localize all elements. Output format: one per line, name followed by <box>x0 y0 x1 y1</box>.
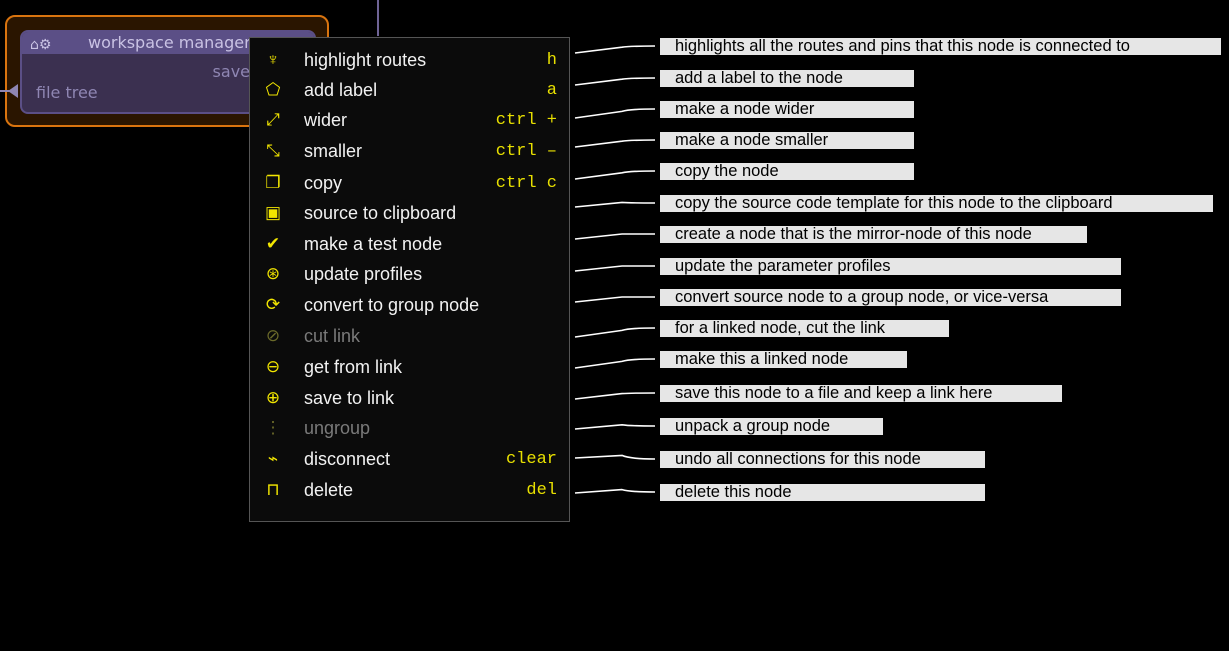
menu-item-shortcut: ctrl + <box>495 110 557 130</box>
menu-item-smaller[interactable]: ⤡ smaller ctrl – <box>250 136 569 166</box>
annotation-line <box>574 392 656 400</box>
annotation-line <box>574 358 656 369</box>
annotation-line <box>574 45 656 54</box>
menu-item-highlight-routes[interactable]: ♆ highlight routes h <box>250 45 569 75</box>
sync-icon: ⟳ <box>265 295 281 314</box>
menu-item-shortcut: h <box>546 50 557 70</box>
menu-item-update-profiles[interactable]: ⊛ update profiles <box>250 259 569 289</box>
menu-item-label: add label <box>304 79 378 100</box>
menu-item-label: update profiles <box>304 263 423 284</box>
annotation-note: undo all connections for this node <box>660 451 985 468</box>
input-pin-file-tree[interactable]: file tree <box>36 83 98 102</box>
clipboard-icon: ▣ <box>264 203 282 222</box>
menu-item-disconnect[interactable]: ⌁ disconnect clear <box>250 444 569 474</box>
annotation-note: update the parameter profiles <box>660 258 1121 275</box>
node-header[interactable]: ⌂⚙ workspace manager <box>22 32 314 54</box>
annotation-line <box>574 296 655 303</box>
menu-item-label: copy <box>304 172 343 193</box>
annotation-line <box>574 77 656 86</box>
workspace-manager-node[interactable]: ⌂⚙ workspace manager save file tree <box>20 30 316 114</box>
menu-item-label: smaller <box>304 140 363 161</box>
menu-item-shortcut: ctrl c <box>495 173 557 193</box>
search-refresh-icon: ⊛ <box>265 264 281 283</box>
annotation-note: make this a linked node <box>660 351 907 368</box>
double-check-icon: ✔ <box>265 234 281 253</box>
annotation-note: delete this node <box>660 484 985 501</box>
menu-item-cut-link: ⊘ cut link <box>250 321 569 351</box>
annotation-line <box>574 201 656 208</box>
annotation-line <box>574 108 656 119</box>
menu-item-save-to-link[interactable]: ⊕ save to link <box>250 383 569 413</box>
menu-item-label: disconnect <box>304 448 391 469</box>
menu-item-wider[interactable]: ⤢ wider ctrl + <box>250 105 569 135</box>
annotation-line <box>574 170 656 180</box>
annotation-line <box>574 233 655 240</box>
menu-item-shortcut: clear <box>505 449 557 469</box>
menu-item-copy[interactable]: ❐ copy ctrl c <box>250 168 569 198</box>
annotation-note: highlights all the routes and pins that … <box>660 38 1221 55</box>
annotation-line <box>574 139 656 148</box>
menu-item-make-a-test-node[interactable]: ✔ make a test node <box>250 229 569 259</box>
menu-item-label: highlight routes <box>304 49 427 70</box>
annotation-note: unpack a group node <box>660 418 883 435</box>
link-add-icon: ⊕ <box>265 388 281 407</box>
menu-item-label: cut link <box>304 325 361 346</box>
annotation-line <box>574 488 656 494</box>
tag-icon: ⬠ <box>265 80 281 99</box>
annotation-note: make a node wider <box>660 101 914 118</box>
factory-gear-icon: ⌂⚙ <box>30 37 52 53</box>
annotation-line <box>574 265 655 272</box>
menu-item-shortcut: ctrl – <box>495 141 557 161</box>
connection-wire <box>377 0 379 36</box>
annotation-line <box>574 423 656 430</box>
menu-item-label: get from link <box>304 356 403 377</box>
menu-item-label: convert to group node <box>304 294 480 315</box>
menu-item-label: wider <box>304 109 348 130</box>
menu-item-ungroup: ⋮ ungroup <box>250 413 569 443</box>
annotation-line <box>574 327 656 338</box>
menu-item-label: delete <box>304 479 354 500</box>
annotation-note: convert source node to a group node, or … <box>660 289 1121 306</box>
menu-item-shortcut: a <box>546 80 557 100</box>
input-pin-triangle-icon[interactable] <box>8 84 18 98</box>
compress-arrows-icon: ⤡ <box>266 141 280 160</box>
annotation-note: copy the source code template for this n… <box>660 195 1213 212</box>
ungroup-icon: ⋮ <box>264 418 282 437</box>
annotation-line <box>574 454 656 460</box>
expand-arrows-icon: ⤢ <box>266 110 280 129</box>
menu-item-label: source to clipboard <box>304 202 457 223</box>
output-pin-save[interactable]: save <box>212 62 250 81</box>
annotation-note: copy the node <box>660 163 914 180</box>
trash-icon: ⊓ <box>266 480 280 499</box>
node-context-menu: ♆ highlight routes h ⬠ add label a ⤢ wider ctrl … <box>249 37 570 522</box>
node-title: workspace manager <box>88 33 251 52</box>
annotation-note: save this node to a file and keep a link… <box>660 385 1062 402</box>
menu-item-label: ungroup <box>304 417 371 438</box>
flashlight-icon: ♆ <box>266 50 280 69</box>
menu-item-delete[interactable]: ⊓ delete del <box>250 475 569 505</box>
menu-item-get-from-link[interactable]: ⊖ get from link <box>250 352 569 382</box>
input-wire <box>0 90 10 92</box>
unlink-icon: ⊘ <box>265 326 281 345</box>
annotation-note: add a label to the node <box>660 70 914 87</box>
link-icon: ⊖ <box>265 357 281 376</box>
menu-item-label: make a test node <box>304 233 443 254</box>
annotation-note: for a linked node, cut the link <box>660 320 949 337</box>
annotation-note: make a node smaller <box>660 132 914 149</box>
menu-item-label: save to link <box>304 387 395 408</box>
copy-icon: ❐ <box>265 173 281 192</box>
menu-item-convert-to-group-node[interactable]: ⟳ convert to group node <box>250 290 569 320</box>
plug-off-icon: ⌁ <box>267 449 279 468</box>
menu-item-source-to-clipboard[interactable]: ▣ source to clipboard <box>250 198 569 228</box>
annotation-note: create a node that is the mirror-node of… <box>660 226 1087 243</box>
menu-item-shortcut: del <box>526 480 557 500</box>
menu-item-add-label[interactable]: ⬠ add label a <box>250 75 569 105</box>
